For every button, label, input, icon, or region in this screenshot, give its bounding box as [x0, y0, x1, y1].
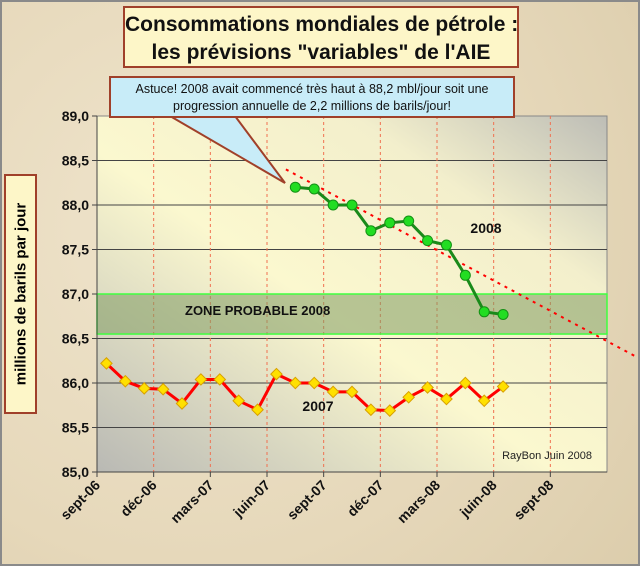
y-tick-label: 87,0 — [62, 286, 89, 302]
title-line-1: Consommations mondiales de pétrole : — [125, 13, 519, 36]
data-point-2007 — [137, 381, 151, 395]
data-point-2008 — [478, 306, 490, 318]
y-tick-label: 88,5 — [62, 153, 89, 169]
x-tick-label: juin-07 — [229, 477, 273, 521]
data-point-2007 — [251, 403, 264, 417]
x-tick-label: mars-08 — [394, 477, 443, 526]
data-point-2007 — [288, 376, 302, 390]
y-tick-label: 85,0 — [62, 464, 89, 480]
title-line-2: les prévisions "variables" de l'AIE — [151, 41, 491, 64]
x-tick-label: mars-07 — [167, 477, 216, 526]
y-tick-label: 85,5 — [62, 420, 89, 436]
data-point-2007 — [477, 394, 491, 408]
data-point-2007 — [421, 381, 434, 394]
data-point-2007 — [270, 367, 283, 381]
data-point-2007 — [364, 403, 378, 417]
y-tick-label: 89,0 — [62, 108, 89, 124]
y-axis-title: millions de barils par jour — [4, 174, 37, 414]
data-point-2007 — [496, 380, 510, 393]
x-tick-label: déc-06 — [117, 477, 160, 520]
credit-text: RayBon Juin 2008 — [502, 450, 592, 462]
x-tick-label: sept-07 — [284, 477, 330, 523]
data-point-2008 — [308, 183, 320, 195]
data-point-2008 — [346, 199, 358, 211]
x-tick-label: juin-08 — [456, 477, 500, 521]
callout-box: Astuce! 2008 avait commencé très haut à … — [109, 76, 515, 118]
y-tick-label: 87,5 — [62, 242, 89, 258]
data-point-2008 — [365, 225, 377, 237]
data-point-2007 — [156, 382, 170, 396]
data-point-2007 — [118, 374, 132, 388]
data-point-2007 — [232, 394, 246, 408]
data-point-2007 — [194, 373, 208, 386]
series-label-2007: 2007 — [302, 398, 333, 414]
data-point-2008 — [289, 181, 301, 193]
data-point-2008 — [384, 217, 396, 229]
callout-line-2: progression annuelle de 2,2 millions de … — [173, 99, 451, 113]
data-point-2007 — [175, 397, 189, 410]
y-axis-title-text: millions de barils par jour — [12, 202, 29, 386]
data-point-2007 — [326, 385, 340, 399]
data-point-2007 — [383, 404, 397, 417]
data-point-2007 — [345, 385, 359, 399]
y-tick-label: 86,0 — [62, 375, 89, 391]
data-point-2007 — [307, 376, 321, 390]
callout-line-1: Astuce! 2008 avait commencé très haut à … — [135, 82, 489, 96]
data-point-2008 — [422, 235, 434, 247]
series-line-2007 — [105, 362, 505, 413]
data-point-2008 — [440, 239, 452, 251]
data-point-2007 — [458, 376, 472, 390]
data-point-2007 — [402, 390, 416, 404]
y-tick-label: 86,5 — [62, 331, 89, 347]
y-tick-label: 88,0 — [62, 197, 89, 213]
data-point-2007 — [213, 373, 227, 386]
x-tick-label: sept-08 — [510, 477, 556, 523]
chart-title: Consommations mondiales de pétrole : les… — [123, 6, 519, 68]
data-point-2008 — [327, 199, 339, 211]
data-point-2008 — [497, 308, 509, 320]
x-tick-label: déc-07 — [344, 477, 387, 520]
band-label: ZONE PROBABLE 2008 — [185, 303, 330, 318]
data-point-2007 — [100, 357, 113, 370]
series-label-2008: 2008 — [470, 220, 501, 236]
trendline-2008 — [285, 168, 636, 358]
data-point-2007 — [440, 392, 453, 406]
x-tick-label: sept-06 — [57, 477, 103, 523]
data-point-2008 — [459, 269, 471, 281]
zone-probable-band — [96, 293, 608, 335]
data-point-2008 — [403, 215, 415, 227]
